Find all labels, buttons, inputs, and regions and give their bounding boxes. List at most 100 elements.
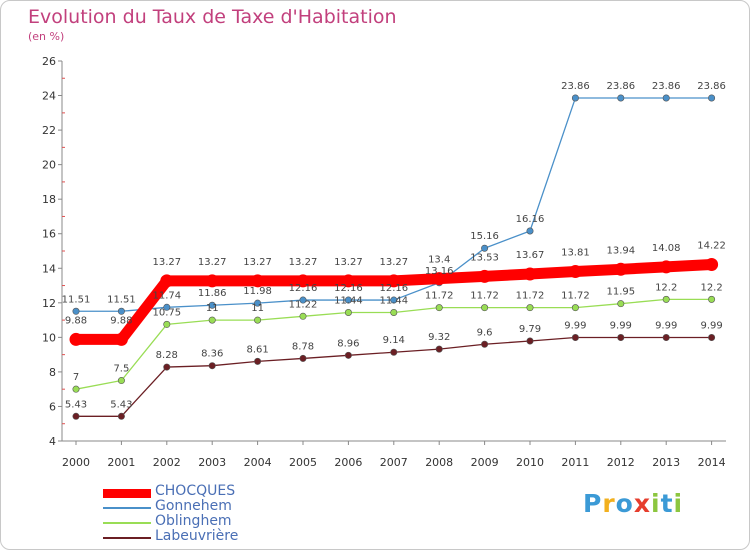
data-point-labeuvri-re: [72, 412, 80, 420]
x-tick-label: 2014: [698, 456, 726, 469]
logo-letter: P: [583, 489, 603, 518]
data-point-oblinghem: [571, 304, 579, 312]
logo-letter: o: [615, 489, 634, 518]
data-label-oblinghem: 11.95: [606, 287, 635, 298]
data-point-oblinghem: [481, 304, 489, 312]
y-tick-label: 22: [42, 124, 56, 137]
data-label-labeuvri-re: 9.99: [655, 321, 677, 332]
data-label-chocques: 14.08: [652, 243, 681, 254]
data-point-chocques: [341, 274, 355, 288]
data-point-chocques: [614, 262, 628, 276]
data-point-oblinghem: [662, 295, 670, 303]
logo-letter: r: [602, 489, 616, 518]
x-tick-label: 2012: [607, 456, 635, 469]
y-tick-label: 10: [42, 331, 56, 344]
data-point-oblinghem: [208, 316, 216, 324]
data-point-chocques: [523, 267, 537, 281]
data-label-chocques: 13.94: [606, 245, 635, 256]
data-point-gonnehem: [662, 94, 670, 102]
data-point-gonnehem: [571, 94, 579, 102]
data-label-gonnehem: 12.16: [289, 283, 318, 294]
data-point-chocques: [432, 272, 446, 286]
data-label-gonnehem: 11.98: [243, 286, 272, 297]
data-label-oblinghem: 11.72: [470, 291, 499, 302]
data-label-gonnehem: 15.16: [470, 231, 499, 242]
x-tick-label: 2008: [425, 456, 453, 469]
data-label-oblinghem: 12.2: [700, 282, 722, 293]
data-point-chocques: [387, 274, 401, 288]
data-label-labeuvri-re: 9.99: [610, 321, 632, 332]
data-label-gonnehem: 11.51: [107, 294, 136, 305]
x-tick-label: 2006: [334, 456, 362, 469]
data-label-labeuvri-re: 8.78: [292, 341, 314, 352]
data-point-labeuvri-re: [299, 354, 307, 362]
x-tick-label: 2007: [380, 456, 408, 469]
data-point-chocques: [478, 269, 492, 283]
data-point-oblinghem: [435, 304, 443, 312]
data-label-oblinghem: 11.72: [561, 291, 590, 302]
data-label-chocques: 9.88: [110, 315, 132, 326]
legend-swatch: [103, 488, 151, 498]
data-point-labeuvri-re: [344, 351, 352, 359]
data-label-oblinghem: 7.5: [113, 364, 129, 375]
logo-letter: i: [673, 489, 684, 518]
data-point-gonnehem: [526, 227, 534, 235]
data-point-chocques: [160, 274, 174, 288]
data-label-chocques: 9.88: [65, 315, 87, 326]
y-tick-label: 26: [42, 55, 56, 68]
data-label-chocques: 13.27: [289, 257, 318, 268]
logo-letter: x: [633, 489, 651, 518]
data-point-oblinghem: [117, 377, 125, 385]
data-label-labeuvri-re: 5.43: [110, 399, 132, 410]
data-point-labeuvri-re: [571, 334, 579, 342]
data-point-chocques: [114, 332, 128, 346]
data-label-chocques: 13.27: [379, 257, 408, 268]
data-label-gonnehem: 23.86: [652, 81, 681, 92]
data-label-chocques: 13.4: [428, 255, 450, 266]
data-point-gonnehem: [163, 303, 171, 311]
data-point-gonnehem: [390, 296, 398, 304]
data-label-labeuvri-re: 8.36: [201, 349, 223, 360]
data-point-labeuvri-re: [481, 340, 489, 348]
data-point-gonnehem: [254, 299, 262, 307]
x-tick-label: 2004: [244, 456, 272, 469]
data-point-chocques: [659, 260, 673, 274]
data-label-gonnehem: 11.86: [198, 288, 227, 299]
data-label-chocques: 13.81: [561, 248, 590, 259]
y-tick-label: 12: [42, 297, 56, 310]
y-tick-label: 24: [42, 90, 56, 103]
data-point-labeuvri-re: [208, 362, 216, 370]
data-point-chocques: [296, 274, 310, 288]
data-point-labeuvri-re: [117, 412, 125, 420]
legend-swatch: [103, 507, 151, 509]
data-point-gonnehem: [72, 307, 80, 315]
data-label-chocques: 13.27: [152, 257, 181, 268]
data-label-gonnehem: 11.74: [152, 290, 181, 301]
data-point-gonnehem: [481, 244, 489, 252]
data-point-oblinghem: [254, 316, 262, 324]
data-point-oblinghem: [344, 308, 352, 316]
data-point-gonnehem: [617, 94, 625, 102]
logo-letter: t: [660, 489, 674, 518]
chart-title: Evolution du Taux de Taxe d'Habitation: [28, 6, 397, 28]
data-point-labeuvri-re: [708, 334, 716, 342]
data-point-oblinghem: [617, 300, 625, 308]
data-label-oblinghem: 11.44: [334, 295, 363, 306]
data-label-gonnehem: 23.86: [697, 81, 726, 92]
data-label-gonnehem: 12.16: [334, 283, 363, 294]
data-label-oblinghem: 10.75: [152, 307, 181, 318]
data-label-oblinghem: 11.44: [379, 295, 408, 306]
data-point-oblinghem: [526, 304, 534, 312]
data-label-labeuvri-re: 9.79: [519, 324, 541, 335]
data-label-gonnehem: 12.16: [379, 283, 408, 294]
data-label-chocques: 13.67: [516, 250, 545, 261]
x-tick-label: 2001: [107, 456, 135, 469]
data-point-gonnehem: [117, 307, 125, 315]
data-label-gonnehem: 23.86: [561, 81, 590, 92]
data-label-chocques: 14.22: [697, 240, 726, 251]
data-label-chocques: 13.27: [243, 257, 272, 268]
data-label-labeuvri-re: 8.28: [156, 350, 178, 361]
data-point-labeuvri-re: [254, 357, 262, 365]
